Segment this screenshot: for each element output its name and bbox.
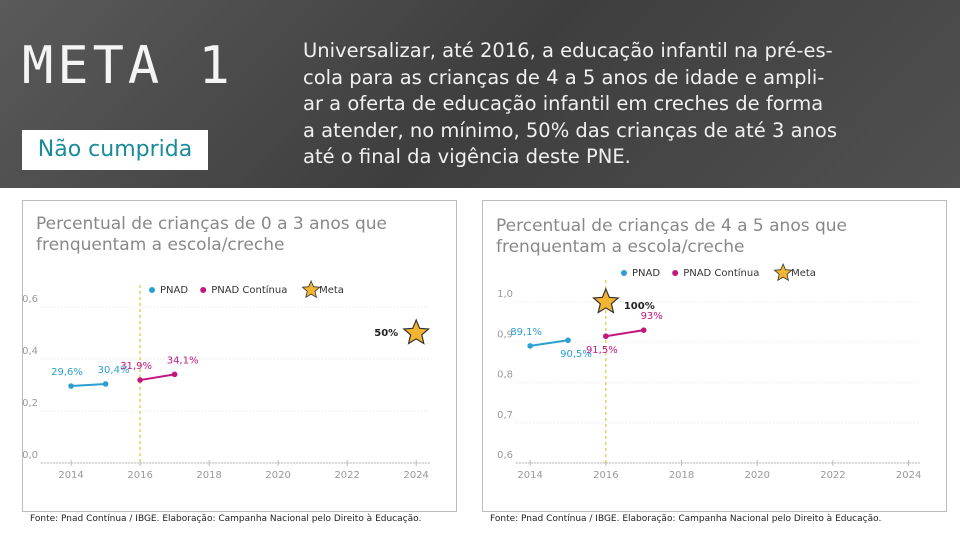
value-label: 93% [641,311,663,322]
chart-panel [22,200,457,512]
legend-label: PNAD Contínua [211,284,287,296]
legend-label: Meta [791,268,816,279]
legend-label: PNAD [632,268,660,279]
legend-marker [621,270,627,276]
value-label: 34,1% [167,355,199,366]
chart-title: Percentual de crianças de 0 a 3 anos que… [36,214,388,255]
description-line: cola para as crianças de 4 a 5 anos de i… [303,65,825,89]
value-label: 91,5% [586,345,618,356]
y-tick-label: 0,9 [497,329,513,340]
value-label: 50% [374,328,398,339]
legend-marker [672,270,679,276]
y-tick-label: 0,8 [497,370,513,381]
data-point [565,337,571,344]
chart-title: Percentual de crianças de 4 a 5 anos que… [496,216,848,257]
y-tick-label: 0,2 [22,398,38,409]
value-label: 100% [624,301,655,312]
data-point [102,381,109,387]
y-tick-label: 1,0 [497,289,513,300]
y-tick-label: 0,7 [497,410,513,421]
legend-label: PNAD Contínua [683,267,759,279]
series-line [71,382,106,388]
value-label: 30,4% [98,365,130,376]
series-line [605,329,644,338]
x-tick-label: 2016 [593,470,618,481]
x-tick-label: 2022 [334,470,359,481]
data-point [171,371,178,378]
x-tick-label: 2020 [265,470,290,481]
description-line: ar a oferta de educação infantil em crec… [303,92,824,115]
legend-marker [200,287,207,293]
x-tick-label: 2014 [58,470,83,481]
description-line: a atender, no mínimo, 50% das crianças d… [303,118,837,142]
legend-marker [773,262,793,282]
description-line: até o final da vigência deste PNE. [303,145,631,168]
data-point [68,383,74,389]
goal-star [592,287,620,314]
description-line: Universalizar, até 2016, a educação infa… [303,39,833,62]
series-line [529,339,569,347]
x-tick-label: 2024 [896,470,921,481]
x-tick-label: 2016 [127,470,152,481]
goal-title: META 1 [22,36,234,96]
x-tick-label: 2020 [745,470,770,481]
data-point [137,377,143,383]
y-tick-label: 0,6 [22,294,38,305]
legend-marker [301,279,321,299]
legend-label: Meta [319,285,344,296]
y-tick-label: 0,6 [497,450,513,461]
chart-panel [482,200,947,512]
goal-star [402,318,431,345]
value-label: 31,9% [120,361,152,372]
data-point [527,343,533,349]
source-note: Fonte: Pnad Contínua / IBGE. Elaboração:… [490,514,882,524]
x-tick-label: 2022 [820,470,845,481]
legend-label: PNAD [160,285,188,296]
data-point [640,327,647,333]
y-tick-label: 0,4 [22,346,38,357]
value-label: 29,6% [51,367,83,378]
y-tick-label: 0,0 [22,450,38,461]
data-point [603,333,609,340]
x-tick-label: 2024 [403,470,428,481]
value-label: 89,1% [510,327,542,338]
goal-status: Não cumprida [22,130,208,170]
series-line [139,373,175,382]
value-label: 90,5% [560,349,592,360]
goal-description: Universalizar, até 2016, a educação infa… [303,38,837,171]
source-note: Fonte: Pnad Contínua / IBGE. Elaboração:… [30,514,422,524]
x-tick-label: 2018 [669,470,694,481]
x-tick-label: 2014 [517,470,542,481]
legend-marker [149,287,155,293]
x-tick-label: 2018 [196,470,221,481]
